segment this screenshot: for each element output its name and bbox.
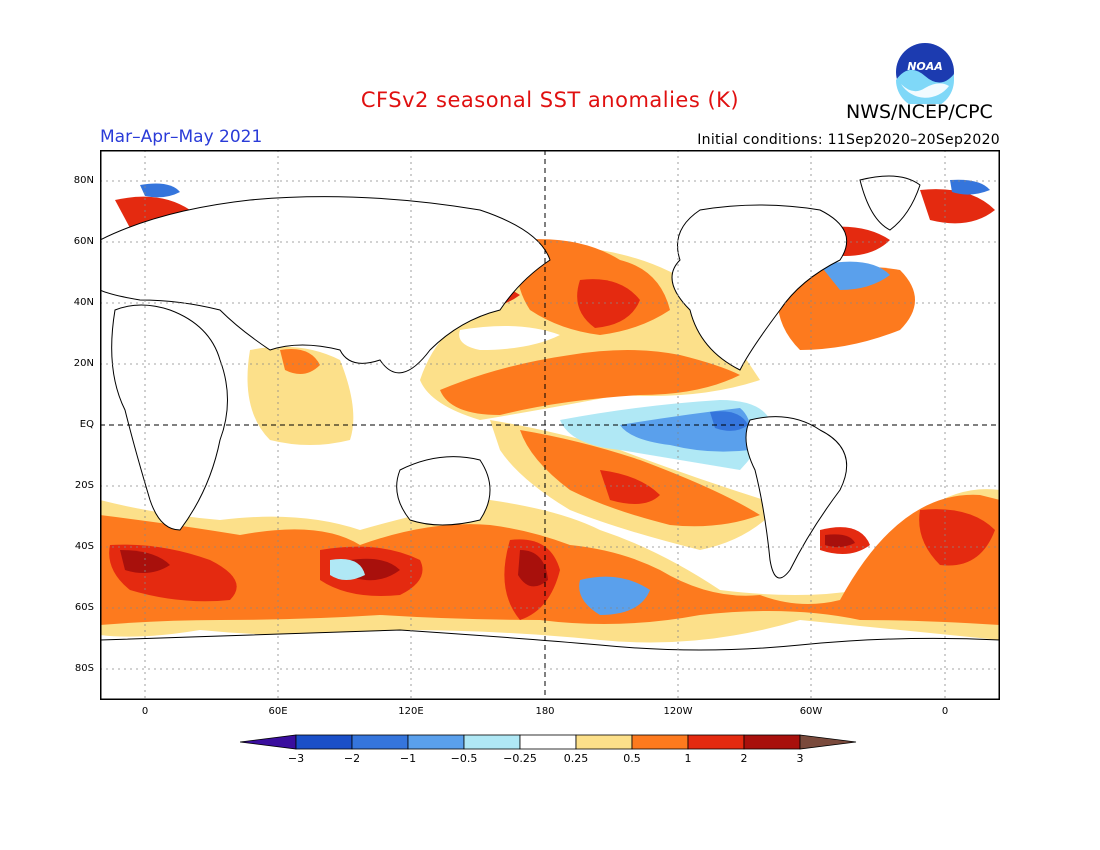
land-south-america	[745, 416, 848, 579]
forecast-period: Mar–Apr–May 2021	[100, 127, 263, 147]
n-atlantic-warm-orange	[777, 266, 915, 350]
lon-label-120w: 120W	[663, 706, 693, 717]
colorbar-swatch-5	[519, 734, 577, 750]
north-pacific-cool-white	[459, 326, 560, 350]
indian-warm-yellow	[247, 346, 354, 445]
colorbar-tick-label: −0.5	[451, 752, 478, 765]
colorbar-swatch-4	[463, 734, 521, 750]
colorbar-swatch-2	[351, 734, 409, 750]
colorbar-arrow-high	[799, 734, 857, 750]
lon-label-60e: 60E	[268, 706, 288, 717]
colorbar-tick-label: 0.5	[623, 752, 641, 765]
arctic-cool-east	[950, 179, 990, 195]
land-eurasia	[100, 196, 551, 374]
southern-dark-1	[120, 550, 170, 574]
land-masses	[100, 175, 1000, 700]
colorbar-tick-label: 0.25	[564, 752, 589, 765]
land-greenland	[859, 175, 921, 231]
reference-lines	[100, 150, 1000, 700]
initial-conditions: Initial conditions: 11Sep2020–20Sep2020	[697, 132, 1000, 148]
southern-dark-4	[825, 534, 855, 548]
southern-cool-2	[330, 559, 365, 580]
colorbar-swatch-1	[295, 734, 353, 750]
lat-label-60s: 60S	[74, 602, 94, 613]
colorbar-tick-label: −1	[400, 752, 416, 765]
colorbar-tick-label: 2	[741, 752, 748, 765]
southern-warm-red-5	[919, 509, 995, 566]
colorbar-tick-label: −0.25	[503, 752, 537, 765]
land-africa	[111, 304, 228, 531]
arctic-red-east	[920, 189, 995, 224]
colorbar-swatch-9	[743, 734, 801, 750]
n-atlantic-cool	[820, 261, 890, 290]
colorbar-swatch-7	[631, 734, 689, 750]
lat-label-80s: 80S	[74, 663, 94, 674]
colorbar-swatch-3	[407, 734, 465, 750]
southern-dark-3	[518, 550, 548, 587]
north-pacific-red-1	[577, 279, 640, 328]
lat-label-eq: EQ	[79, 419, 94, 430]
logo-lettering: NOAA	[907, 60, 943, 73]
lat-label-60n: 60N	[73, 236, 94, 247]
colorbar-tick-label: −3	[288, 752, 304, 765]
lon-label-0-west: 0	[141, 706, 149, 717]
colorbar-tick-label: −2	[344, 752, 360, 765]
lon-label-60w: 60W	[799, 706, 823, 717]
lat-label-40n: 40N	[73, 297, 94, 308]
south-pacific-red	[600, 470, 660, 504]
noaa-logo: NOAA	[894, 41, 956, 104]
sst-anomaly-map	[100, 150, 1000, 700]
lon-label-180: 180	[535, 706, 555, 717]
colorbar-swatch-6	[575, 734, 633, 750]
land-antarctica	[100, 629, 1000, 700]
indian-warm-orange	[280, 349, 320, 374]
map-title: CFSv2 seasonal SST anomalies (K)	[360, 88, 740, 112]
north-pacific-warm-orange	[440, 350, 740, 415]
land-north-america	[671, 204, 848, 371]
colorbar-tick-label: 3	[797, 752, 804, 765]
colorbar-arrow-low	[240, 734, 297, 750]
map-frame	[100, 150, 1000, 700]
land-australia	[396, 456, 491, 526]
southern-cool-1	[579, 576, 650, 615]
lat-label-20n: 20N	[73, 358, 94, 369]
arctic-cool-west	[140, 183, 180, 198]
lat-label-40s: 40S	[74, 541, 94, 552]
lon-label-120e: 120E	[398, 706, 424, 717]
colorbar-tick-label: 1	[685, 752, 692, 765]
anomaly-fields	[100, 179, 1000, 643]
grid-lines	[100, 150, 1000, 700]
lon-label-0-east: 0	[941, 706, 949, 717]
lat-label-20s: 20S	[74, 480, 94, 491]
colorbar-swatch-8	[687, 734, 745, 750]
colorbar: −3 −2 −1 −0.5 −0.25 0.25 0.5 1 2 3	[240, 734, 857, 765]
eq-pacific-cool-deep	[710, 411, 748, 431]
south-pacific-warm-orange	[520, 430, 760, 527]
lat-label-80n: 80N	[73, 175, 94, 186]
agency-label: NWS/NCEP/CPC	[846, 101, 993, 123]
